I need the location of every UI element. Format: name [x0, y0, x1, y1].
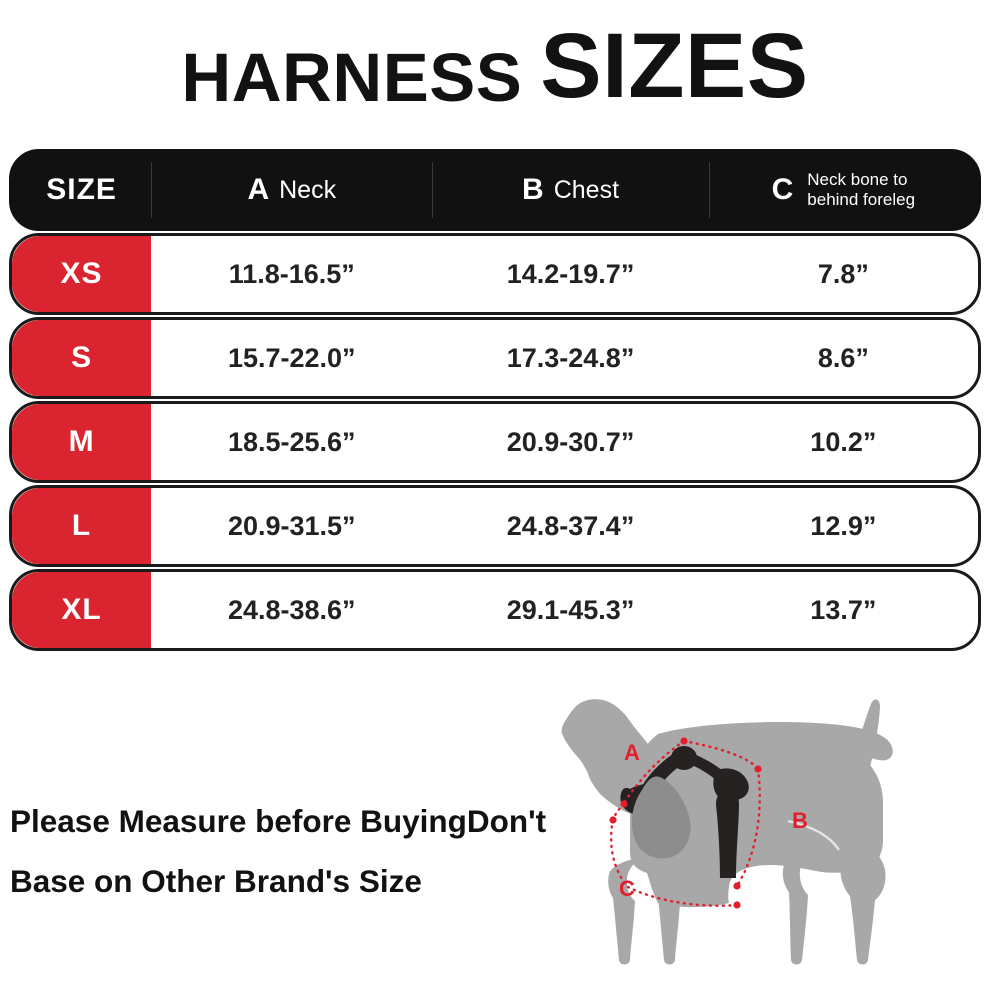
- svg-text:A: A: [624, 740, 640, 765]
- svg-text:C: C: [619, 876, 635, 901]
- svg-text:B: B: [792, 808, 808, 833]
